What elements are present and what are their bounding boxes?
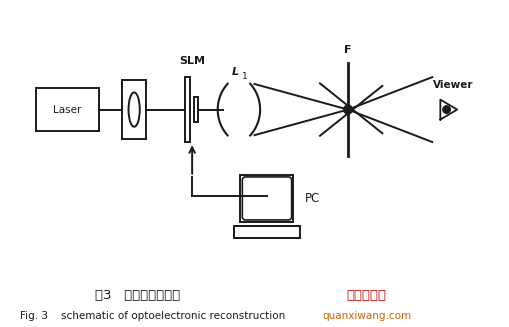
Text: SLM: SLM bbox=[179, 56, 205, 66]
Text: Fig. 3    schematic of optoelectronic reconstruction: Fig. 3 schematic of optoelectronic recon… bbox=[20, 311, 286, 321]
Bar bbox=[194, 97, 199, 122]
Text: PC: PC bbox=[305, 192, 320, 205]
Circle shape bbox=[443, 106, 450, 113]
Text: 1: 1 bbox=[242, 72, 248, 81]
Text: quanxiwang.com: quanxiwang.com bbox=[322, 311, 411, 321]
Text: F: F bbox=[344, 45, 352, 55]
Bar bbox=[185, 77, 190, 142]
Text: 图3   光电再现原理图: 图3 光电再现原理图 bbox=[95, 289, 180, 302]
Circle shape bbox=[344, 105, 352, 114]
Bar bbox=[122, 80, 146, 139]
Bar bbox=[234, 226, 300, 238]
Text: Viewer: Viewer bbox=[433, 80, 473, 90]
Bar bbox=[240, 175, 294, 222]
Bar bbox=[36, 88, 99, 131]
Text: L: L bbox=[232, 67, 239, 77]
Text: Laser: Laser bbox=[53, 105, 81, 114]
Text: 中国全息网: 中国全息网 bbox=[347, 289, 386, 302]
